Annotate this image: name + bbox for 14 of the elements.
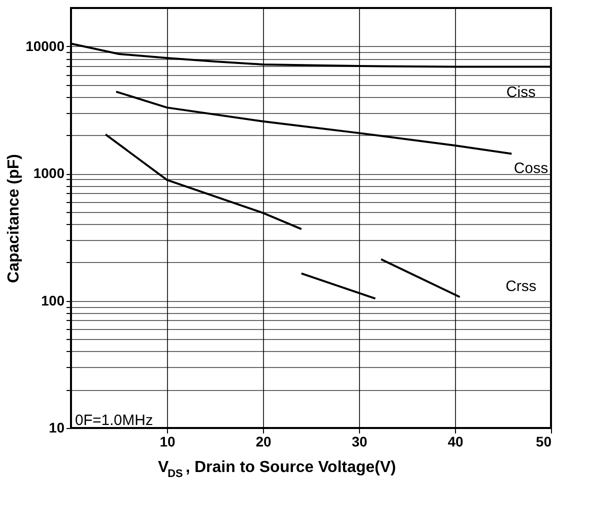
x-tick-label: 10 xyxy=(160,434,176,450)
annotation: 0F=1.0MHz xyxy=(75,412,153,429)
y-tick-label: 10000 xyxy=(26,38,65,54)
y-tick-label: 10 xyxy=(48,420,65,436)
annotation: Ciss xyxy=(506,84,536,101)
y-axis-title: Capacitance (pF) xyxy=(6,154,23,283)
y-tick-label: 100 xyxy=(41,292,65,308)
y-tick-label: 1000 xyxy=(33,165,65,182)
annotation: Coss xyxy=(514,160,548,177)
x-tick-label: 20 xyxy=(256,434,272,450)
x-tick-label: 40 xyxy=(448,434,464,450)
x-tick-label: 30 xyxy=(352,434,368,450)
x-tick-label: 50 xyxy=(536,434,552,450)
annotation: Crss xyxy=(506,278,536,295)
